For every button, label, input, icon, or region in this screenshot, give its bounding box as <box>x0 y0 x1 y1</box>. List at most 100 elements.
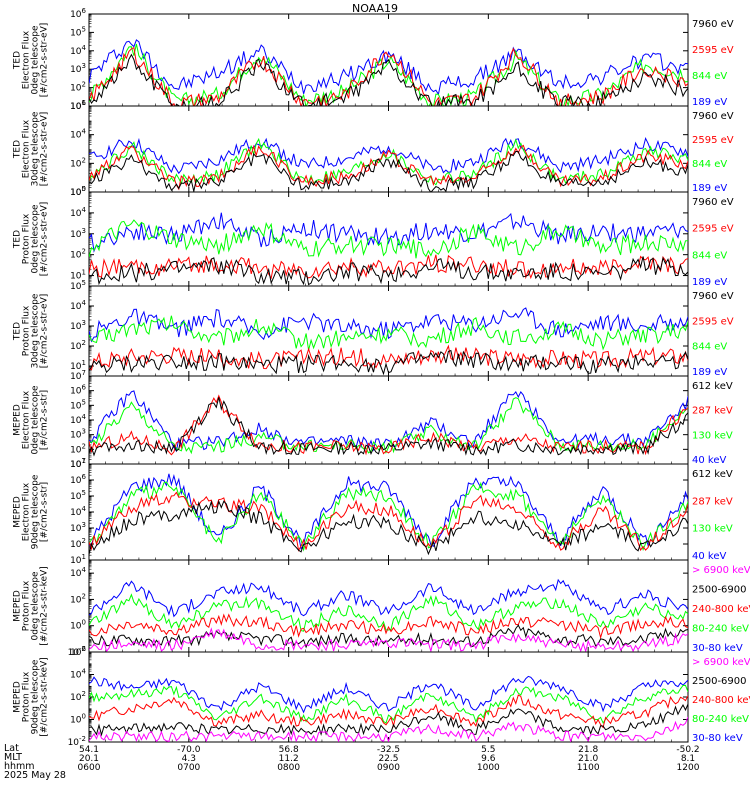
legend-entry: 7960 eV <box>692 291 734 302</box>
footer-mlt-value: 20.1 <box>79 754 99 764</box>
legend-entry: 240-800 keV <box>692 604 750 615</box>
legend-entry: > 6900 keV <box>692 657 750 668</box>
y-tick-label: 101 <box>70 359 86 372</box>
panel-3: 101 102 103 104 105 TEDProton Flux0deg telesc… <box>13 185 734 288</box>
panel-legend: 7960 eV 2595 eV 844 eV 189 eV <box>692 19 734 108</box>
y-tick-label: 106 <box>70 384 86 397</box>
y-tick-label: 107 <box>70 457 86 470</box>
series-line <box>89 150 688 192</box>
legend-entry: 287 keV <box>692 406 733 417</box>
panel-frame <box>88 375 689 465</box>
legend-entry: 30-80 keV <box>692 733 743 744</box>
footer-row-hhmm: hhmm <box>4 762 35 772</box>
series-line <box>89 397 688 457</box>
legend-entry: 130 keV <box>692 524 733 535</box>
y-axis-label: MEPEDElectron Flux90deg telescope[#/cm2-… <box>13 474 50 549</box>
panel-1: 101 102 103 104 105 106 TEDElectron Flux0deg t… <box>13 7 734 112</box>
series-line <box>89 593 688 632</box>
footer-lat-value: 21.8 <box>578 745 598 755</box>
y-tick-label: 102 <box>70 339 86 352</box>
legend-entry: 7960 eV <box>692 111 734 122</box>
y-axis-label: TEDProton Flux0deg telescope[#/cm2-s-str… <box>13 202 50 277</box>
y-tick-label: 101 <box>70 457 86 470</box>
series-line <box>89 307 688 343</box>
panel-legend: 7960 eV 2595 eV 844 eV 189 eV <box>692 197 734 288</box>
series-line <box>89 43 688 106</box>
legend-entry: 40 keV <box>692 551 726 562</box>
footer-hhmm-value: 0900 <box>377 763 400 773</box>
legend-entry: 2595 eV <box>692 135 734 146</box>
y-tick-label: 102 <box>70 156 86 169</box>
footer-hhmm-value: 0800 <box>277 763 300 773</box>
footer-lat-value: -50.2 <box>676 745 699 755</box>
y-axis-label: TEDElectron Flux30deg telescope[#/cm2-s-… <box>13 111 50 186</box>
y-tick-label: 105 <box>70 279 86 292</box>
footer-lat-value: 54.1 <box>79 745 99 755</box>
series-line <box>89 212 688 253</box>
panel-4: 101 102 103 104 105 TEDProton Flux30deg teles… <box>13 279 734 378</box>
footer-hhmm-value: 1100 <box>577 763 600 773</box>
y-tick-label: 104 <box>70 413 86 426</box>
y-tick-label: 104 <box>70 206 86 219</box>
y-tick-label: 101 <box>70 553 86 566</box>
panel-8: 10-2 100 102 104 106 MEPEDProton Flux90deg te… <box>13 645 750 748</box>
series-line <box>89 716 688 742</box>
y-tick-label: 103 <box>70 319 86 332</box>
footer-lat-value: 56.8 <box>279 745 299 755</box>
series-line <box>89 499 688 556</box>
legend-entry: 240-800 keV <box>692 695 750 706</box>
series-line <box>89 256 688 286</box>
series-line <box>89 684 688 724</box>
y-tick-label: 103 <box>70 227 86 240</box>
legend-entry: 30-80 keV <box>692 643 743 654</box>
panel-frame <box>88 559 689 653</box>
legend-entry: 80-240 keV <box>692 624 749 635</box>
panel-2: 100 102 104 106 TEDElectron Flux30deg telesc… <box>13 99 734 198</box>
panel-legend: > 6900 keV 2500-6900 240-800 keV 80-240 keV… <box>692 565 750 654</box>
y-tick-label: 104 <box>70 668 86 681</box>
series-line <box>89 39 688 96</box>
footer-hhmm-value: 0600 <box>78 763 101 773</box>
y-tick-label: 106 <box>70 645 86 658</box>
legend-entry: 189 eV <box>692 97 727 108</box>
y-axis-label: MEPEDProton Flux90deg telescope[#/cm2-s-… <box>13 657 50 736</box>
legend-entry: > 6900 keV <box>692 565 750 576</box>
y-axis-label: TEDElectron Flux0deg telescope[#/cm2-s-s… <box>13 23 50 98</box>
legend-entry: 844 eV <box>692 159 727 170</box>
y-tick-label: 104 <box>70 566 86 579</box>
y-tick-label: 105 <box>70 489 86 502</box>
legend-entry: 189 eV <box>692 183 727 194</box>
y-tick-label: 102 <box>70 81 86 94</box>
series-line <box>89 344 688 371</box>
panel-legend: 612 keV 287 keV 130 keV 40 keV <box>692 381 733 466</box>
series-line <box>89 349 688 376</box>
footer-row-lat: Lat <box>4 744 19 754</box>
panel-7: 10-2 100 102 104 MEPEDProton Flux0deg telesc… <box>13 559 750 658</box>
legend-entry: 287 keV <box>692 496 733 507</box>
y-tick-label: 102 <box>70 592 86 605</box>
footer-hhmm-value: 1000 <box>477 763 500 773</box>
footer-mlt-value: 8.1 <box>681 754 695 764</box>
footer-mlt-value: 22.5 <box>378 754 398 764</box>
series-line <box>89 473 688 550</box>
series-line <box>89 694 688 729</box>
y-tick-label: 103 <box>70 428 86 441</box>
footer-date: 2025 May 28 <box>4 770 66 781</box>
legend-entry: 844 eV <box>692 71 727 82</box>
series-line <box>89 613 688 640</box>
legend-entry: 2595 eV <box>692 45 734 56</box>
legend-entry: 612 keV <box>692 381 733 392</box>
series-line <box>89 481 688 552</box>
legend-entry: 2500-6900 <box>692 676 747 687</box>
footer-lat-value: -32.5 <box>377 745 400 755</box>
footer-label-hhmm: hhmm <box>4 761 35 772</box>
footer-lat-value: 5.5 <box>481 745 495 755</box>
y-tick-label: 103 <box>70 521 86 534</box>
footer-mlt-value: 9.6 <box>481 754 496 764</box>
series-line <box>89 578 688 618</box>
series-line <box>89 491 688 552</box>
legend-entry: 189 eV <box>692 367 727 378</box>
y-axis-label: MEPEDProton Flux0deg telescope[#/cm2-s-s… <box>13 566 50 645</box>
y-tick-label: 106 <box>70 473 86 486</box>
